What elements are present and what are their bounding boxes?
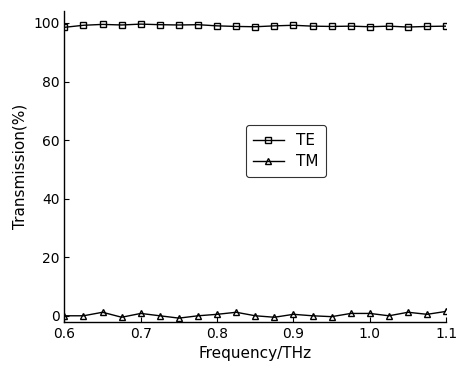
TE [423, 24, 429, 29]
Y-axis label: Transmission(%): Transmission(%) [12, 104, 28, 229]
TM [233, 310, 239, 315]
TE [404, 25, 410, 29]
Legend: TE, TM: TE, TM [245, 125, 325, 177]
TM [157, 313, 162, 318]
TM [81, 313, 86, 318]
TM [328, 315, 334, 319]
TM [62, 313, 67, 318]
TM [442, 309, 448, 314]
TE [233, 24, 239, 29]
TM [138, 311, 143, 316]
TE [100, 22, 105, 27]
TE [290, 23, 296, 28]
TE [252, 25, 257, 29]
TM [404, 310, 410, 315]
TE [81, 23, 86, 28]
TE [176, 23, 181, 27]
TE [195, 22, 201, 27]
TE [62, 25, 67, 30]
TM [214, 312, 219, 316]
TE [214, 24, 219, 28]
TM [309, 313, 315, 318]
TM [119, 315, 124, 319]
TE [138, 22, 143, 26]
TM [195, 313, 201, 318]
TM [252, 313, 257, 318]
TE [347, 24, 353, 28]
TE [442, 24, 448, 28]
TM [290, 312, 296, 316]
TM [385, 313, 391, 318]
TE [385, 24, 391, 28]
TM [100, 310, 105, 315]
TE [271, 24, 277, 28]
TM [271, 315, 277, 319]
Line: TE: TE [61, 21, 449, 31]
TM [347, 311, 353, 316]
TE [119, 23, 124, 27]
TE [309, 24, 315, 28]
TE [328, 24, 334, 29]
TM [423, 312, 429, 316]
TE [157, 22, 162, 27]
TE [366, 25, 372, 29]
X-axis label: Frequency/THz: Frequency/THz [198, 346, 311, 361]
TM [176, 316, 181, 321]
Line: TM: TM [61, 308, 449, 322]
TM [366, 311, 372, 316]
